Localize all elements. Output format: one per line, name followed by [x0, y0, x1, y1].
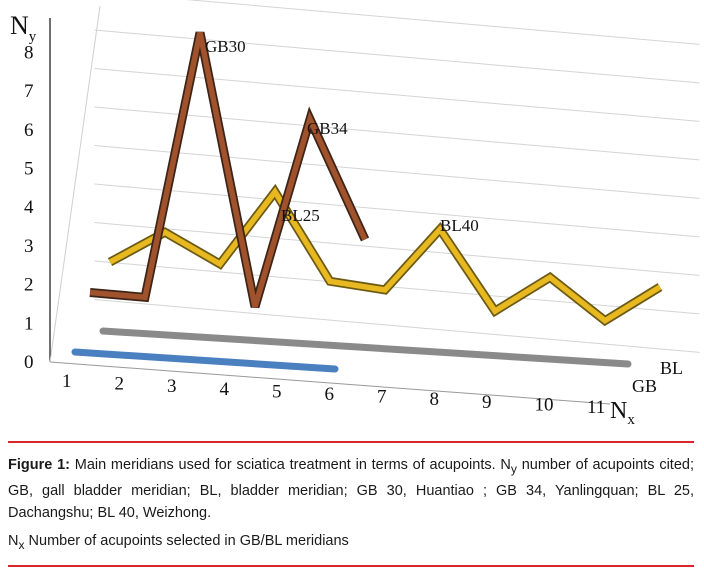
depth-label-gb: GB [632, 376, 657, 396]
gridline [94, 183, 700, 238]
series-bl-line [108, 186, 662, 325]
axes: 0 1 2 3 4 5 6 7 8 1 2 3 4 5 6 7 8 9 10 11 [24, 5, 611, 418]
annotation-gb34: GB34 [307, 119, 348, 138]
caption-figure-label: Figure 1: [8, 457, 70, 473]
chart: 0 1 2 3 4 5 6 7 8 1 2 3 4 5 6 7 8 9 10 11 Ny Nx BL GB GB30 … [10, 0, 700, 428]
annotation-bl40: BL40 [440, 216, 479, 235]
caption-ny-sub: y [510, 461, 517, 476]
x-tick-label: 6 [325, 384, 335, 405]
caption-nx-note: Nx Number of acupoints selected in GB/BL… [8, 530, 694, 556]
caption-text-2: number of acupoints cited; GB, gall blad… [8, 457, 694, 521]
caption-text-1: Main meridians used for sciatica treatme… [69, 457, 511, 473]
y-tick-label: 3 [24, 236, 34, 257]
y-tick-label: 4 [24, 197, 34, 218]
x-tick-label: 11 [587, 397, 605, 418]
y-tick-label: 2 [24, 275, 34, 296]
y-tick-label: 8 [24, 42, 34, 63]
x-tick-label: 2 [115, 374, 125, 395]
series-gb-line [89, 32, 368, 308]
gridline [185, 0, 700, 45]
gridline [94, 222, 700, 276]
y-tick-label: 5 [24, 159, 34, 180]
gridline [94, 68, 700, 122]
gridline [94, 299, 700, 353]
floor-series-blue [71, 348, 339, 373]
depth-label-bl: BL [660, 358, 683, 378]
annotation-gb30: GB30 [205, 37, 246, 56]
gridline [94, 106, 700, 161]
caption-top-rule [8, 441, 694, 443]
x-tick-label: 7 [377, 387, 387, 408]
y-axis-title: Ny [10, 11, 37, 45]
caption-bottom-rule [8, 565, 694, 567]
gridlines [94, 0, 700, 353]
y-tick-label: 7 [24, 81, 34, 102]
caption-paragraph: Figure 1: Main meridians used for sciati… [8, 454, 694, 524]
y-tick-label: 0 [24, 352, 34, 373]
x-tick-label: 9 [482, 392, 492, 413]
floor-series [71, 327, 632, 373]
caption-nx-main: N [8, 532, 19, 549]
x-tick-label: 4 [220, 379, 230, 400]
x-axis-line [49, 361, 611, 405]
series-lines [89, 31, 663, 327]
gridline [94, 145, 700, 199]
gridline [94, 29, 700, 84]
x-tick-label: 10 [535, 394, 554, 415]
gridline [94, 260, 700, 315]
x-tick-label: 8 [430, 389, 440, 410]
annotation-bl25: BL25 [281, 206, 320, 225]
floor-series-grey [99, 327, 632, 368]
chart-labels: Ny Nx BL GB GB30 GB34 BL25 BL40 [10, 11, 683, 428]
x-axis-title: Nx [610, 398, 635, 428]
x-tick-label: 3 [167, 376, 177, 397]
figure-caption: Figure 1: Main meridians used for sciati… [8, 454, 694, 556]
caption-nx-text: Number of acupoints selected in GB/BL me… [24, 532, 349, 549]
caption-nx-sub: x [18, 537, 25, 552]
y-tick-label: 1 [24, 313, 34, 334]
x-tick-label: 5 [272, 381, 282, 402]
x-tick-label: 1 [62, 371, 72, 392]
y-tick-label: 6 [24, 120, 34, 141]
depth-axis-line [49, 5, 101, 363]
